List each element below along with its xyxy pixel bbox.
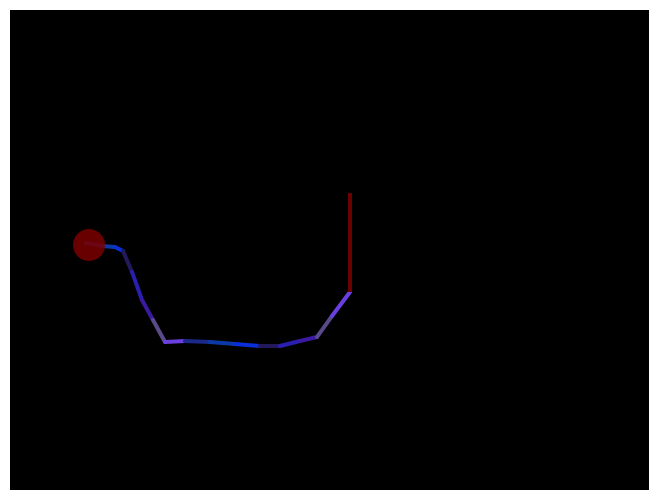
trail-segment xyxy=(151,318,167,344)
trail-segment xyxy=(233,342,262,348)
trail-segment xyxy=(163,339,187,344)
trail-segment xyxy=(130,270,144,302)
trail-segment xyxy=(121,249,134,274)
trail-segment xyxy=(315,314,334,339)
trail-segment xyxy=(298,335,319,343)
trail-segment xyxy=(140,298,155,322)
scene xyxy=(73,193,352,348)
trail-segment xyxy=(208,340,237,346)
trajectory-trail xyxy=(84,241,352,348)
trail-segment xyxy=(183,339,212,344)
trail-segment xyxy=(330,290,352,318)
trail-segment xyxy=(278,339,302,348)
render-canvas xyxy=(10,10,649,490)
target-marker xyxy=(73,229,105,261)
